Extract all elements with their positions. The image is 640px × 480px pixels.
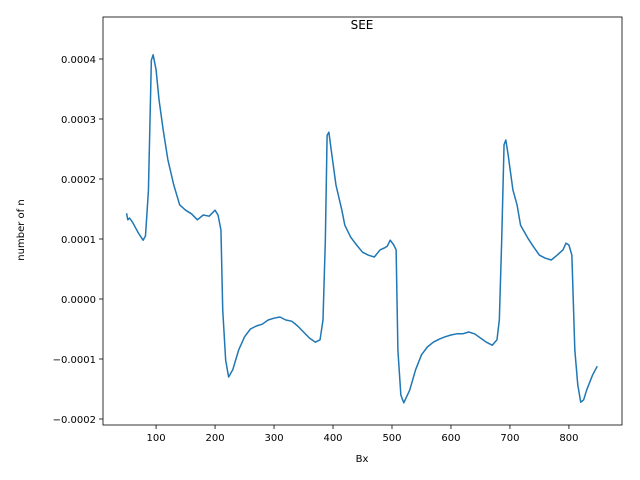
y-tick-label: 0.0004	[61, 55, 96, 66]
x-tick-label: 400	[323, 433, 342, 444]
x-tick-label: 500	[382, 433, 401, 444]
y-tick-label: 0.0000	[61, 295, 96, 306]
x-tick-label: 700	[500, 433, 519, 444]
x-tick-label: 600	[441, 433, 460, 444]
plot-frame	[102, 16, 623, 426]
x-tick-label: 100	[147, 433, 166, 444]
y-tick-label: −0.0002	[53, 415, 96, 426]
x-tick-label: 200	[206, 433, 225, 444]
x-tick-label: 800	[559, 433, 578, 444]
y-tick-label: 0.0001	[61, 235, 96, 246]
y-tick-label: 0.0002	[61, 175, 96, 186]
y-axis-label: number of n	[16, 199, 27, 260]
line	[125, 54, 598, 404]
x-axis-label: Bx	[356, 454, 369, 465]
y-tick-label: 0.0003	[61, 115, 96, 126]
y-tick-label: −0.0001	[53, 355, 96, 366]
chart-title: SEE	[351, 18, 374, 32]
x-tick-label: 300	[264, 433, 283, 444]
